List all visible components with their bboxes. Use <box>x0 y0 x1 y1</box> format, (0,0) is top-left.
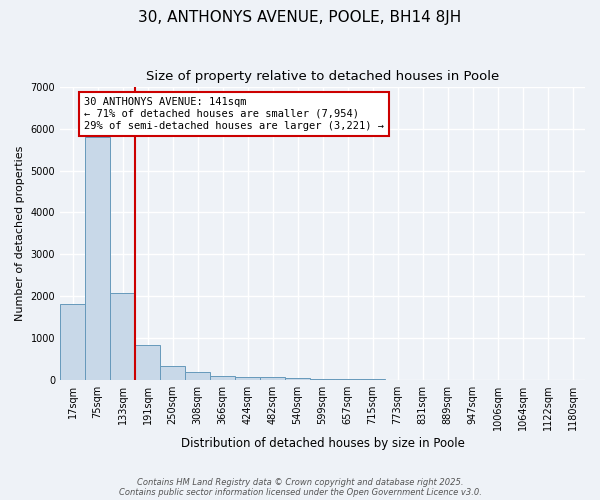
Text: 30 ANTHONYS AVENUE: 141sqm
← 71% of detached houses are smaller (7,954)
29% of s: 30 ANTHONYS AVENUE: 141sqm ← 71% of deta… <box>84 98 384 130</box>
Y-axis label: Number of detached properties: Number of detached properties <box>15 146 25 321</box>
Bar <box>210 376 235 380</box>
Bar <box>135 346 160 380</box>
Bar <box>235 377 260 380</box>
Text: Contains HM Land Registry data © Crown copyright and database right 2025.
Contai: Contains HM Land Registry data © Crown c… <box>119 478 481 497</box>
Title: Size of property relative to detached houses in Poole: Size of property relative to detached ho… <box>146 70 499 83</box>
Text: 30, ANTHONYS AVENUE, POOLE, BH14 8JH: 30, ANTHONYS AVENUE, POOLE, BH14 8JH <box>139 10 461 25</box>
Bar <box>260 378 285 380</box>
Bar <box>160 366 185 380</box>
Bar <box>60 304 85 380</box>
Bar <box>185 372 210 380</box>
Bar <box>285 378 310 380</box>
Bar <box>310 379 335 380</box>
X-axis label: Distribution of detached houses by size in Poole: Distribution of detached houses by size … <box>181 437 464 450</box>
Bar <box>85 137 110 380</box>
Bar <box>110 292 135 380</box>
